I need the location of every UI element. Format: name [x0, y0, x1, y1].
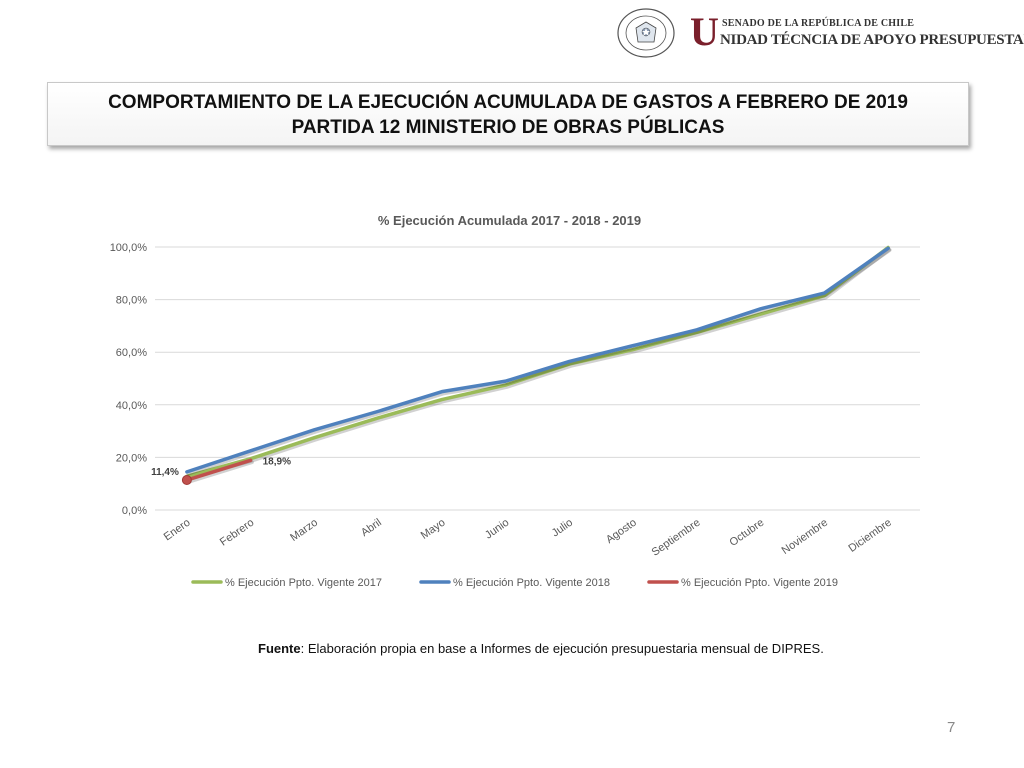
chart-title: % Ejecución Acumulada 2017 - 2018 - 2019: [378, 213, 641, 228]
series-line-2: [185, 246, 890, 474]
senate-seal-logo: [617, 8, 675, 58]
series-line-shadow: [186, 460, 254, 484]
source-text: : Elaboración propia en base a Informes …: [300, 641, 824, 656]
x-tick-label: Octubre: [727, 517, 766, 549]
source-label: Fuente: [258, 641, 301, 656]
x-tick-label: Junio: [483, 517, 511, 542]
source-note: Fuente: Elaboración propia en base a Inf…: [258, 641, 824, 656]
series-line-shadow: [186, 248, 892, 476]
y-tick-label: 80,0%: [116, 295, 147, 307]
series-line-shadow: [186, 247, 892, 481]
x-tick-label: Noviembre: [780, 517, 830, 557]
legend-label: % Ejecución Ppto. Vigente 2017: [225, 577, 382, 589]
series-line-1: [185, 245, 890, 479]
y-tick-label: 0,0%: [122, 505, 147, 517]
x-tick-label: Agosto: [604, 517, 639, 546]
legend-label: % Ejecución Ppto. Vigente 2019: [681, 577, 838, 589]
y-tick-label: 20,0%: [116, 452, 147, 464]
x-tick-label: Febrero: [218, 517, 256, 549]
x-tick-label: Abril: [359, 517, 384, 539]
data-point-marker: [181, 475, 192, 486]
x-tick-label: Julio: [550, 517, 575, 540]
x-tick-label: Septiembre: [650, 517, 703, 559]
data-label: 11,4%: [151, 467, 179, 478]
line-chart: % Ejecución Acumulada 2017 - 2018 - 2019…: [110, 213, 920, 589]
title-box: COMPORTAMIENTO DE LA EJECUCIÓN ACUMULADA…: [47, 82, 969, 146]
y-tick-label: 100,0%: [110, 242, 148, 254]
title-line-1: COMPORTAMIENTO DE LA EJECUCIÓN ACUMULADA…: [108, 92, 908, 113]
x-tick-label: Enero: [162, 517, 193, 544]
brand-bottom-text: NIDAD TÉCNCIA DE APOYO PRESUPUESTARIO: [720, 32, 1024, 48]
legend-label: % Ejecución Ppto. Vigente 2018: [453, 577, 610, 589]
title-line-2: PARTIDA 12 MINISTERIO DE OBRAS PÚBLICAS: [291, 117, 725, 138]
brand-top-text: SENADO DE LA REPÚBLICA DE CHILE: [722, 18, 915, 29]
page-number: 7: [947, 719, 956, 736]
series-line-3: [185, 458, 253, 482]
y-tick-label: 60,0%: [116, 347, 147, 359]
x-tick-label: Mayo: [419, 517, 448, 542]
brand-initial: U: [690, 9, 719, 54]
x-tick-label: Marzo: [288, 517, 320, 544]
x-tick-label: Diciembre: [846, 517, 893, 555]
data-label: 18,9%: [263, 456, 291, 467]
y-tick-label: 40,0%: [116, 400, 147, 412]
brand-logo: U SENADO DE LA REPÚBLICA DE CHILE NIDAD …: [690, 9, 1024, 54]
